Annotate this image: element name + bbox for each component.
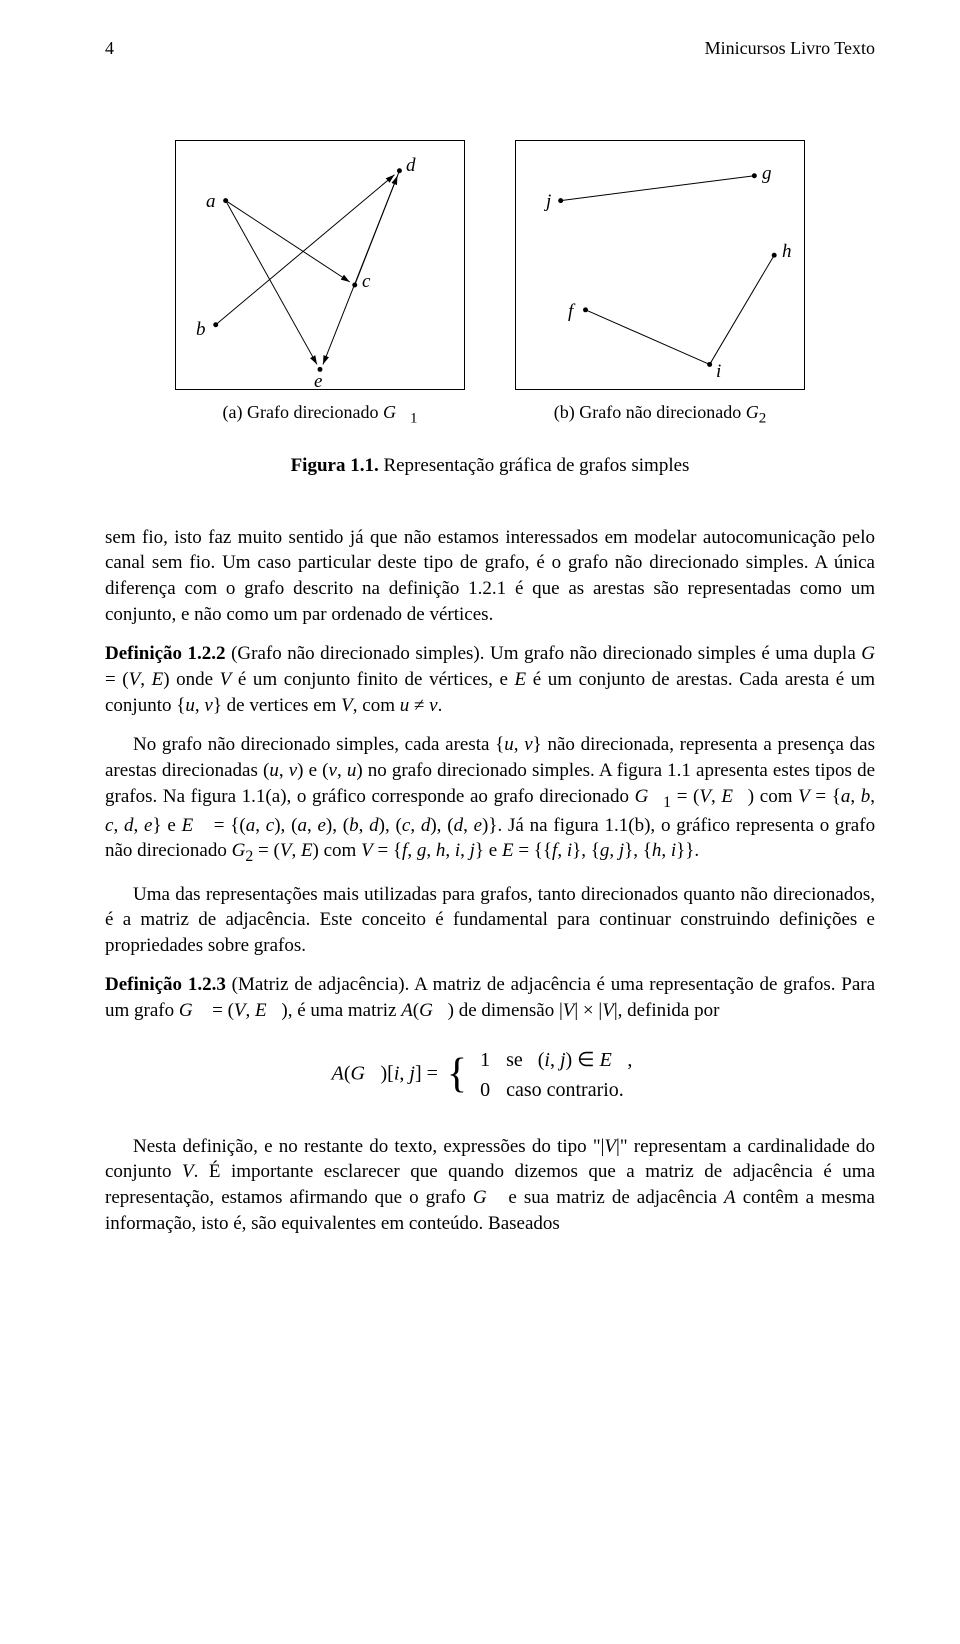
graph-box-a: a d c b e (175, 140, 465, 390)
figure-panel-b: g j h f i (515, 140, 805, 390)
figure-1-1: a d c b e (105, 140, 875, 390)
paragraph-4: Uma das representações mais utilizadas p… (105, 882, 875, 959)
node-label-h: h (782, 239, 792, 265)
def-label: Definição 1.2.3 (105, 974, 226, 995)
node-label-g: g (762, 161, 772, 187)
adjacency-matrix-equation: A(G⃗)[i, j] = { 1 se (i, j) ∈ E⃗, 0 caso… (105, 1044, 875, 1106)
node-label-i: i (716, 359, 721, 385)
def-label: Definição 1.2.2 (105, 643, 226, 664)
paragraph-6: Nesta definição, e no restante do texto,… (105, 1134, 875, 1237)
definition-1-2-2: Definição 1.2.2 (Grafo não direcionado s… (105, 641, 875, 718)
graph-a-svg (176, 141, 464, 389)
figure-caption: Figura 1.1. Representação gráfica de gra… (105, 453, 875, 479)
running-title: Minicursos Livro Texto (705, 36, 875, 60)
page-number: 4 (105, 36, 114, 60)
node-label-a: a (206, 189, 216, 215)
graph-b-svg (516, 141, 804, 389)
subcaption-a: (a) Grafo direcionado G⃗1 (170, 400, 470, 429)
figure-panel-a: a d c b e (175, 140, 465, 390)
graph-box-b: g j h f i (515, 140, 805, 390)
eq-case1-val: 1 (480, 1046, 504, 1074)
subcaption-b: (b) Grafo não direcionado G2 (510, 400, 810, 429)
figure-subcaptions: (a) Grafo direcionado G⃗1 (b) Grafo não … (105, 400, 875, 429)
node-label-b: b (196, 317, 206, 343)
node-label-e: e (314, 369, 322, 395)
paragraph-continuation: sem fio, isto faz muito sentido já que n… (105, 525, 875, 628)
running-header: 4 Minicursos Livro Texto (105, 36, 875, 60)
definition-1-2-3: Definição 1.2.3 (Matriz de adjacência). … (105, 972, 875, 1023)
node-label-f: f (568, 299, 573, 325)
eq-case2-cond: caso contrario. (506, 1076, 646, 1104)
figure-caption-label: Figura 1.1. (291, 455, 379, 476)
paragraph-3: No grafo não direcionado simples, cada a… (105, 732, 875, 867)
node-label-j: j (546, 189, 551, 215)
node-label-c: c (362, 269, 370, 295)
eq-case1-cond: se (i, j) ∈ E⃗, (506, 1046, 646, 1074)
eq-case2-val: 0 (480, 1076, 504, 1104)
page: 4 Minicursos Livro Texto (0, 0, 960, 1290)
node-label-d: d (406, 153, 416, 179)
figure-caption-text: Representação gráfica de grafos simples (379, 455, 690, 476)
